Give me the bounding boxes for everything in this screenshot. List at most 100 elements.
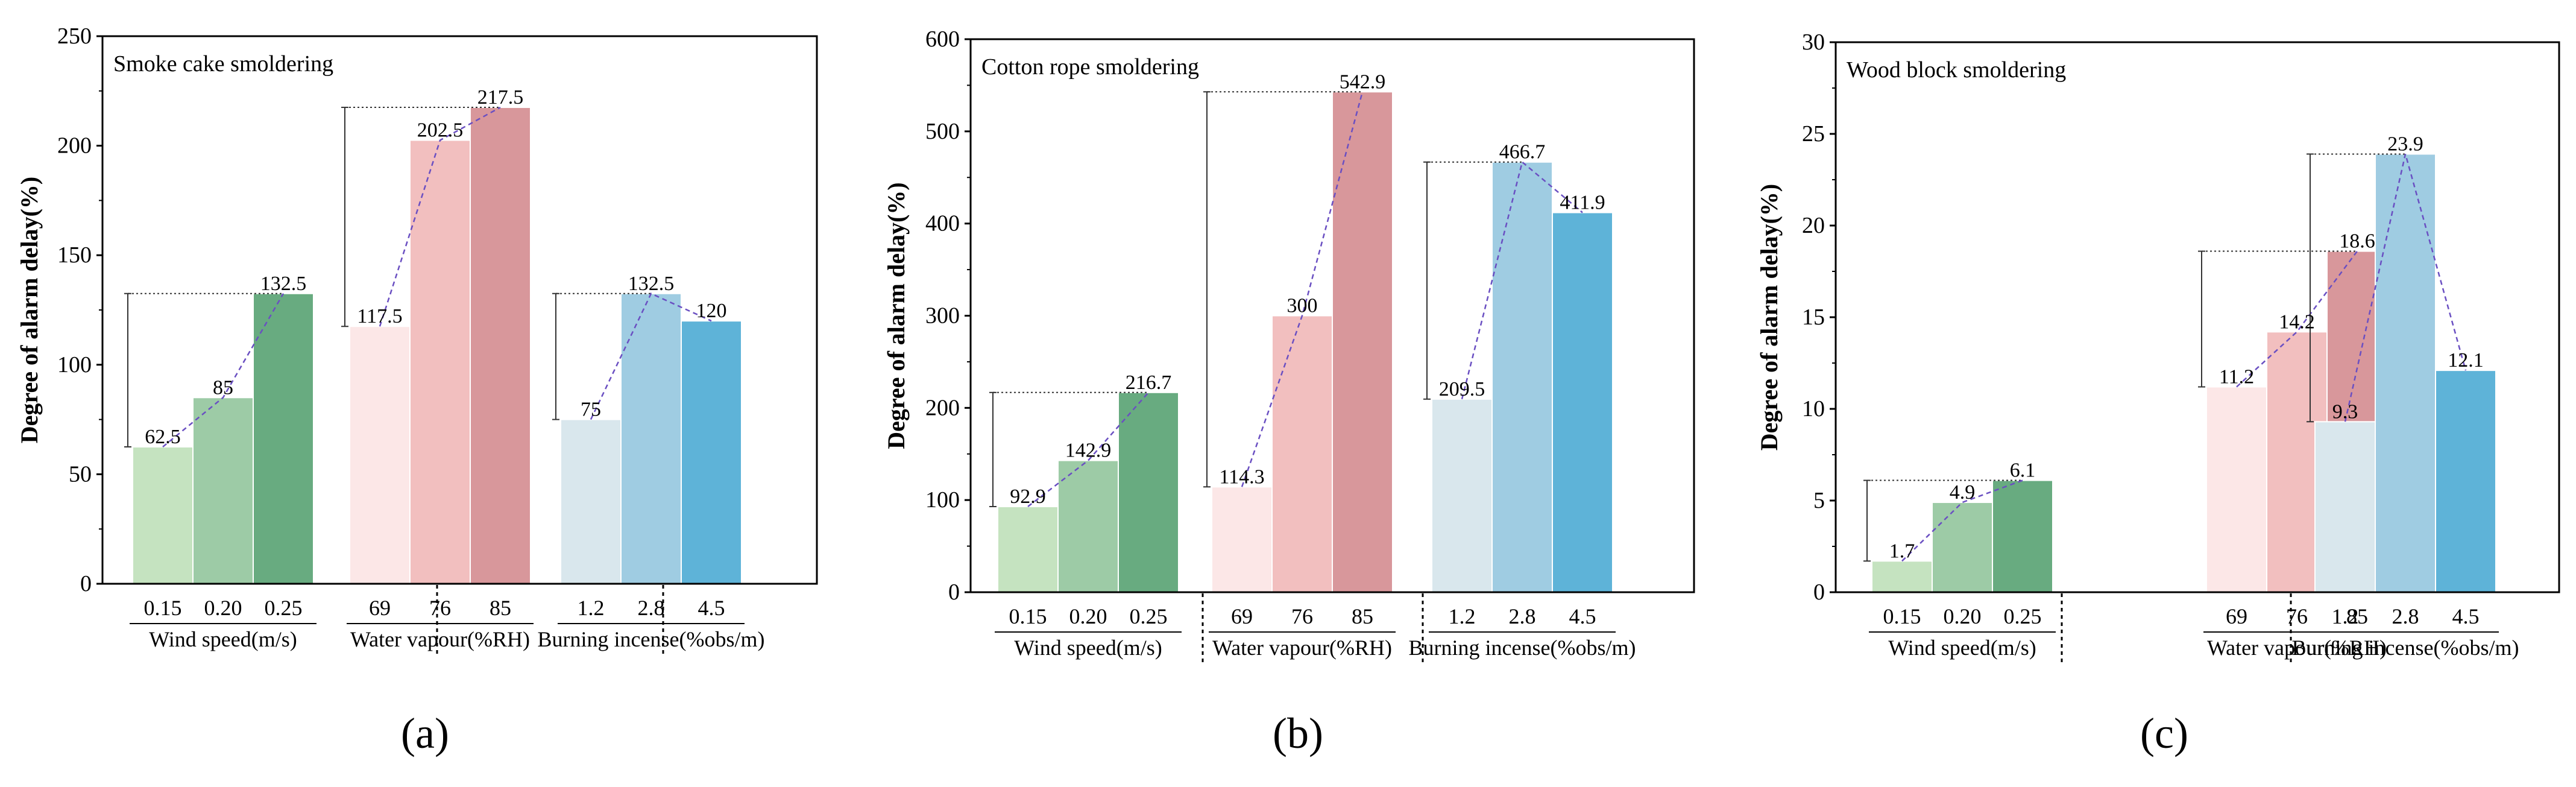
y-tick-label: 10 (1802, 396, 1825, 422)
group-label: Water vapour(%RH) (350, 627, 530, 651)
y-axis-label: Degree of alarm delay(%) (1756, 184, 1783, 450)
data-label: 466.7 (1499, 141, 1546, 163)
data-label: 18.6 (2339, 230, 2375, 253)
bar-3-3 (681, 320, 742, 584)
y-axis: 0 50 100 150 200 250 (57, 24, 102, 596)
data-labels: 62.5 85 132.5 117.5 202.5 217.5 75 132.5 120 (145, 86, 726, 448)
y-tick-label: 15 (1802, 305, 1825, 330)
chart-title: Smoke cake smoldering (113, 51, 333, 77)
data-labels: 92.9 142.9 216.7 114.3 300 542.9 209.5 466.7 411… (1010, 71, 1605, 508)
trend-dashed-line (1901, 479, 2023, 562)
bar-1-2 (1932, 502, 1993, 593)
category-tick-label: 69 (2226, 604, 2247, 628)
y-tick-label: 30 (1802, 30, 1825, 55)
data-label: 216.7 (1126, 371, 1172, 394)
group-label: Wind speed(m/s) (1014, 636, 1162, 660)
y-tick-label: 600 (925, 27, 960, 52)
data-label: 132.5 (628, 273, 675, 295)
bar-1-3 (1992, 479, 2053, 593)
trend-dashed-line (2344, 154, 2467, 422)
category-tick-label: 69 (369, 596, 391, 620)
category-tick-label: 0.25 (1130, 604, 1168, 628)
category-tick-label: 85 (2346, 604, 2368, 628)
bar-3-2 (1491, 161, 1553, 593)
bar-3-2 (620, 292, 682, 584)
category-tick-label: 0.20 (204, 596, 242, 620)
y-tick-label: 0 (948, 580, 960, 605)
bar-3-3 (2435, 370, 2496, 593)
bar-3-1 (1431, 398, 1493, 593)
group-label: Burning incense(%obs/m) (2292, 636, 2519, 660)
y-tick-label: 500 (925, 119, 960, 144)
data-label: 411.9 (1560, 191, 1605, 213)
category-tick-label: 76 (2286, 604, 2308, 628)
category-tick-label: 1.2 (1449, 604, 1476, 628)
trend-dashed-line (1461, 160, 1583, 400)
bar-2-3 (1332, 91, 1393, 593)
data-label: 85 (213, 376, 233, 399)
category-labels: 0.15 0.20 0.25 Wind speed(m/s) 69 76 85 Water v… (1869, 604, 2519, 660)
panel-label: (c) (2140, 709, 2188, 757)
data-label: 11.2 (2219, 366, 2254, 388)
trend-dashed-line (1027, 391, 1149, 508)
y-tick-label: 400 (925, 211, 960, 236)
category-tick-label: 76 (429, 596, 451, 620)
category-tick-label: 85 (490, 596, 511, 620)
group-label: Burning incense(%obs/m) (1409, 636, 1636, 660)
data-label: 142.9 (1065, 440, 1112, 462)
category-tick-label: 2.8 (2392, 604, 2419, 628)
bar-2-1 (349, 326, 411, 584)
y-tick-label: 200 (57, 133, 92, 159)
y-tick-label: 5 (1813, 488, 1825, 513)
category-tick-label: 4.5 (2452, 604, 2480, 628)
y-tick-label: 300 (925, 303, 960, 329)
y-tick-label: 50 (69, 461, 92, 487)
data-label: 1.7 (1889, 540, 1915, 562)
y-tick-label: 250 (57, 24, 92, 49)
group-label: Wind speed(m/s) (149, 627, 297, 651)
bar-3-1 (560, 419, 622, 584)
bar-2-2 (409, 139, 471, 584)
bar-2-1 (2206, 386, 2267, 593)
bar-3-3 (1552, 212, 1613, 593)
bar-1-3 (1118, 391, 1179, 593)
y-tick-label: 0 (80, 571, 92, 596)
bar-2-1 (1211, 486, 1273, 593)
y-tick-label: 25 (1802, 121, 1825, 147)
data-label: 120 (696, 300, 727, 322)
chart-panel-3: 1.7 4.9 6.1 11.2 14.2 18.6 9.3 23.9 12.1 0.15 0.20… (1756, 30, 2560, 757)
data-label: 75 (581, 399, 601, 421)
y-tick-label: 0 (1813, 580, 1825, 605)
category-tick-label: 0.25 (265, 596, 303, 620)
bars (132, 107, 742, 585)
category-tick-label: 1.2 (578, 596, 605, 620)
bars (997, 91, 1613, 593)
trend-dashed-line (1241, 91, 1364, 487)
trend-dashed-line (2236, 250, 2358, 388)
chart-panel-1: 62.5 85 132.5 117.5 202.5 217.5 75 132.5 120 0.15… (16, 24, 818, 757)
data-label: 300 (1287, 295, 1318, 317)
data-label: 209.5 (1439, 378, 1485, 400)
y-tick-label: 150 (57, 242, 92, 268)
category-tick-label: 0.20 (1944, 604, 1982, 628)
bar-2-3 (470, 107, 531, 585)
data-label: 9.3 (2332, 400, 2358, 423)
category-tick-label: 2.8 (1509, 604, 1536, 628)
trend-dashed-line (590, 292, 712, 420)
y-tick-label: 100 (925, 487, 960, 513)
group-label: Water vapour(%RH) (2207, 636, 2387, 660)
y-axis: 0 100 200 300 400 500 600 (925, 27, 971, 605)
category-labels: 0.15 0.20 0.25 Wind speed(m/s) 69 76 85 Water v… (995, 604, 1636, 660)
data-label: 62.5 (145, 426, 181, 448)
bar-1-2 (1057, 460, 1119, 593)
category-tick-label: 69 (1231, 604, 1253, 628)
group-label: Water vapour(%RH) (1212, 636, 1392, 660)
category-tick-label: 1.2 (2332, 604, 2359, 628)
category-tick-label: 0.15 (1009, 604, 1047, 628)
y-axis: 0 5 10 15 20 25 30 (1802, 30, 1836, 605)
category-labels: 0.15 0.20 0.25 Wind speed(m/s) 69 76 85 Water v… (130, 596, 764, 651)
annotation-lines (124, 106, 712, 447)
annotation-lines (1863, 153, 2467, 562)
bar-1-3 (253, 292, 314, 584)
